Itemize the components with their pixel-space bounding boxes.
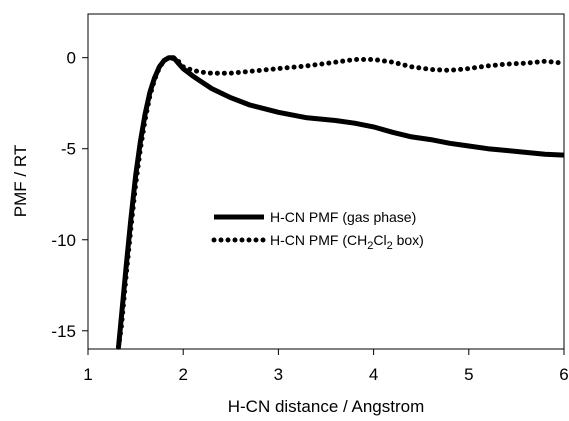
legend-label-ch2cl2-box: H-CN PMF (CH2Cl2 box)	[270, 232, 424, 252]
y-tick-label: -15	[51, 322, 76, 341]
series-line-ch2cl2-box	[116, 55, 567, 350]
y-tick-label: -10	[51, 231, 76, 250]
legend-label-gas-phase: H-CN PMF (gas phase)	[270, 209, 416, 225]
legend-subscript: 2	[367, 240, 373, 252]
series-layer	[116, 55, 567, 350]
y-tick-label: 0	[67, 49, 76, 68]
y-tick-label: -5	[61, 140, 76, 159]
y-axis-title: PMF / RT	[11, 145, 30, 217]
x-axis-title: H-CN distance / Angstrom	[228, 397, 425, 416]
legend-subscript: 2	[387, 240, 393, 252]
x-tick-label: 4	[369, 365, 378, 384]
x-tick-label: 5	[464, 365, 473, 384]
legend-text-part: box)	[393, 232, 424, 248]
legend: H-CN PMF (gas phase) H-CN PMF (CH2Cl2 bo…	[211, 209, 424, 252]
x-axis-ticks: 1 2 3 4 5 6	[83, 349, 569, 384]
y-axis-ticks: 0 -5 -10 -15	[51, 49, 88, 341]
x-tick-label: 1	[83, 365, 92, 384]
plot-frame	[87, 13, 565, 350]
x-tick-label: 3	[274, 365, 283, 384]
legend-text-part: Cl	[373, 232, 386, 248]
legend-text-part: H-CN PMF (CH	[270, 232, 367, 248]
x-tick-label: 2	[178, 365, 187, 384]
x-tick-label: 6	[559, 365, 568, 384]
